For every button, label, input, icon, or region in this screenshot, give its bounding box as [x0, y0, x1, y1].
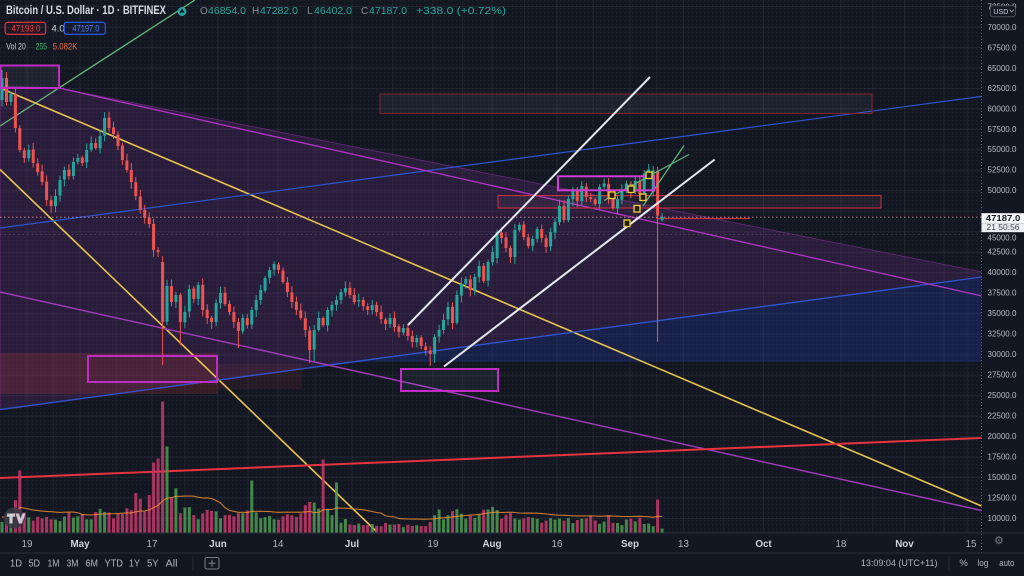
svg-text:50000.0: 50000.0	[988, 186, 1017, 195]
svg-text:18: 18	[836, 539, 847, 550]
svg-text:1D: 1D	[10, 559, 22, 570]
svg-text:40000.0: 40000.0	[988, 268, 1017, 277]
svg-text:13: 13	[678, 539, 689, 550]
svg-text:46854.0: 46854.0	[208, 6, 246, 17]
svg-text:1M: 1M	[48, 559, 60, 570]
svg-text:42500.0: 42500.0	[988, 248, 1017, 257]
svg-text:19: 19	[428, 539, 439, 550]
svg-text:55000.0: 55000.0	[988, 145, 1017, 154]
svg-text:USD: USD	[993, 7, 1008, 16]
svg-text:Aug: Aug	[482, 539, 501, 550]
svg-text:log: log	[977, 558, 988, 569]
svg-text:C: C	[361, 6, 368, 17]
svg-text:47187.0: 47187.0	[369, 6, 407, 17]
svg-text:All: All	[166, 559, 178, 570]
svg-text:H: H	[252, 6, 259, 17]
svg-text:12500.0: 12500.0	[988, 494, 1017, 503]
svg-text:5.082K: 5.082K	[53, 41, 78, 51]
svg-text:70000.0: 70000.0	[988, 23, 1017, 32]
svg-text:17500.0: 17500.0	[988, 453, 1017, 462]
svg-text:47197.0: 47197.0	[72, 23, 99, 34]
svg-text:O: O	[200, 6, 208, 17]
svg-text:5Y: 5Y	[147, 559, 159, 570]
svg-text:25000.0: 25000.0	[988, 391, 1017, 400]
svg-text:67500.0: 67500.0	[988, 44, 1017, 53]
svg-text:255: 255	[36, 41, 48, 51]
svg-text:19: 19	[22, 539, 33, 550]
svg-text:Nov: Nov	[895, 539, 914, 550]
svg-text:46402.0: 46402.0	[314, 6, 352, 17]
svg-text:Sep: Sep	[621, 539, 639, 550]
svg-text:47193.0: 47193.0	[12, 23, 41, 34]
svg-text:60000.0: 60000.0	[988, 105, 1017, 114]
svg-text:57500.0: 57500.0	[988, 125, 1017, 134]
svg-text:27500.0: 27500.0	[988, 371, 1017, 380]
svg-text:Vol 20: Vol 20	[6, 41, 26, 51]
svg-text:4.0: 4.0	[52, 23, 65, 34]
svg-text:%: %	[959, 558, 968, 569]
svg-text:1Y: 1Y	[129, 559, 140, 570]
svg-text:L: L	[307, 6, 313, 17]
svg-text:13:09:04 (UTC+11): 13:09:04 (UTC+11)	[861, 558, 938, 568]
svg-text:17: 17	[147, 539, 158, 550]
svg-text:62500.0: 62500.0	[988, 84, 1017, 93]
svg-text:+338.0 (+0.72%): +338.0 (+0.72%)	[416, 6, 506, 17]
svg-text:52500.0: 52500.0	[988, 166, 1017, 175]
svg-text:6M: 6M	[86, 559, 99, 570]
svg-text:5D: 5D	[29, 559, 41, 570]
svg-text:Jul: Jul	[345, 539, 359, 550]
svg-text:35000.0: 35000.0	[988, 309, 1017, 318]
svg-text:20000.0: 20000.0	[988, 432, 1017, 441]
svg-text:Bitcoin / U.S. Dollar · 1D · B: Bitcoin / U.S. Dollar · 1D · BITFINEX	[6, 5, 166, 17]
svg-text:10000.0: 10000.0	[988, 514, 1017, 523]
svg-text:15: 15	[966, 539, 977, 550]
svg-text:37500.0: 37500.0	[988, 289, 1017, 298]
svg-text:Jun: Jun	[209, 539, 226, 550]
svg-text:15000.0: 15000.0	[988, 473, 1017, 482]
svg-text:14: 14	[273, 539, 284, 550]
svg-text:47187.0: 47187.0	[986, 213, 1021, 223]
svg-text:45000.0: 45000.0	[988, 234, 1017, 243]
svg-text:30000.0: 30000.0	[988, 350, 1017, 359]
svg-text:22500.0: 22500.0	[988, 412, 1017, 421]
svg-text:auto: auto	[999, 558, 1014, 569]
svg-text:65000.0: 65000.0	[988, 64, 1017, 73]
svg-text:May: May	[70, 539, 90, 550]
svg-text:32500.0: 32500.0	[988, 330, 1017, 339]
svg-text:Oct: Oct	[755, 539, 772, 550]
svg-text:3M: 3M	[67, 559, 79, 570]
svg-text:21 50:56: 21 50:56	[987, 223, 1020, 232]
svg-text:16: 16	[552, 539, 563, 550]
svg-text:YTD: YTD	[105, 559, 124, 570]
svg-text:47282.0: 47282.0	[260, 6, 298, 17]
svg-text:⚙: ⚙	[994, 535, 1004, 547]
